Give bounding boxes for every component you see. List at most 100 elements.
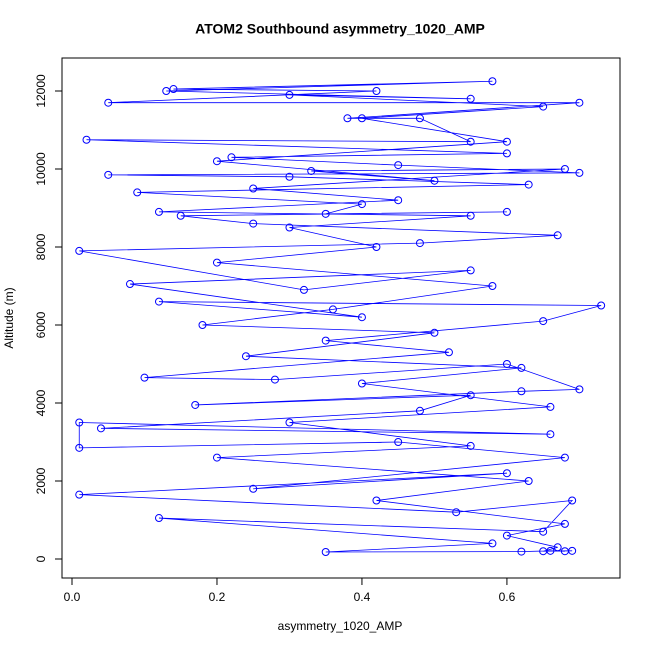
point [524, 180, 533, 189]
point [517, 547, 526, 556]
point [104, 170, 113, 179]
point [176, 211, 185, 220]
point [321, 547, 330, 556]
y-tick-label: 0 [34, 555, 48, 562]
point [553, 231, 562, 240]
point [575, 385, 584, 394]
point [517, 363, 526, 372]
point [415, 406, 424, 415]
point [299, 285, 308, 294]
point [502, 137, 511, 146]
point [75, 418, 84, 427]
point [539, 547, 548, 556]
point [394, 161, 403, 170]
point [560, 519, 569, 528]
y-axis-label: Altitude (m) [2, 287, 16, 348]
point [75, 490, 84, 499]
point [307, 166, 316, 175]
point [575, 98, 584, 107]
point [133, 188, 142, 197]
point [212, 157, 221, 166]
point [466, 94, 475, 103]
point [321, 336, 330, 345]
point [328, 305, 337, 314]
point [357, 200, 366, 209]
point [575, 168, 584, 177]
point [466, 266, 475, 275]
point [357, 114, 366, 123]
point [539, 527, 548, 536]
point [82, 135, 91, 144]
point [285, 172, 294, 181]
point [357, 313, 366, 322]
point [444, 348, 453, 357]
chart-title: ATOM2 Southbound asymmetry_1020_AMP [195, 21, 485, 37]
point [75, 443, 84, 452]
point [75, 246, 84, 255]
point [597, 301, 606, 310]
y-tick-label: 12000 [34, 74, 48, 108]
series-line [78, 80, 602, 553]
point [452, 508, 461, 517]
point [502, 149, 511, 158]
point [466, 137, 475, 146]
point [466, 441, 475, 450]
point [285, 223, 294, 232]
point [154, 297, 163, 306]
x-tick-label: 0.4 [354, 590, 371, 604]
point [488, 281, 497, 290]
point [546, 402, 555, 411]
point [546, 430, 555, 439]
point [140, 373, 149, 382]
point [212, 453, 221, 462]
point [241, 352, 250, 361]
point [430, 328, 439, 337]
point [372, 496, 381, 505]
point [517, 387, 526, 396]
point [539, 102, 548, 111]
point [321, 209, 330, 218]
y-tick-label: 4000 [34, 389, 48, 416]
point [125, 280, 134, 289]
point [415, 114, 424, 123]
point [466, 211, 475, 220]
point [502, 469, 511, 478]
point [415, 239, 424, 248]
point [394, 196, 403, 205]
point [502, 531, 511, 540]
point [198, 321, 207, 330]
x-tick-label: 0.0 [64, 590, 81, 604]
x-tick-label: 0.2 [209, 590, 226, 604]
point [96, 424, 105, 433]
y-tick-label: 8000 [34, 233, 48, 260]
point [568, 546, 577, 555]
point [270, 375, 279, 384]
point [154, 514, 163, 523]
point [104, 98, 113, 107]
point [430, 176, 439, 185]
y-tick-label: 10000 [34, 152, 48, 186]
point [191, 400, 200, 409]
point [466, 391, 475, 400]
point [343, 114, 352, 123]
y-tick-label: 2000 [34, 467, 48, 494]
point [212, 258, 221, 267]
x-axis-label: asymmetry_1020_AMP [278, 619, 403, 633]
point [154, 207, 163, 216]
point [249, 484, 258, 493]
point [357, 379, 366, 388]
y-tick-label: 6000 [34, 311, 48, 338]
point [539, 317, 548, 326]
point [249, 219, 258, 228]
point [162, 86, 171, 95]
point [372, 86, 381, 95]
point [568, 496, 577, 505]
point [394, 438, 403, 447]
point [285, 418, 294, 427]
point [553, 543, 562, 552]
point [169, 85, 178, 94]
point [502, 360, 511, 369]
x-tick-label: 0.6 [499, 590, 516, 604]
